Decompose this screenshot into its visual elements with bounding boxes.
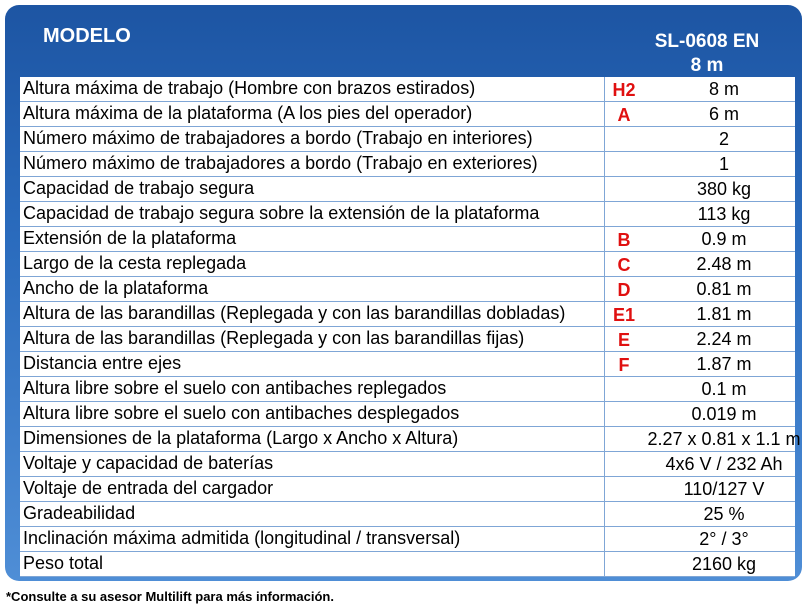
diagram-letter: B — [617, 230, 631, 250]
row-label: Ancho de la plataforma — [23, 278, 209, 298]
diagram-letter: E — [617, 330, 630, 350]
table-row: Inclinación máxima admitida (longitudina… — [20, 527, 795, 552]
value-cell — [604, 527, 796, 551]
diagram-letter: E1 — [612, 305, 636, 325]
model-label: MODELO — [43, 25, 131, 47]
value-cell — [604, 352, 796, 376]
row-value: 2° / 3° — [699, 529, 749, 549]
row-value: 2.27 x 0.81 x 1.1 m — [647, 429, 801, 449]
row-value: 0.1 m — [701, 379, 747, 399]
row-value: 25 % — [703, 504, 745, 524]
row-value: 0.9 m — [701, 229, 747, 249]
row-label: Número máximo de trabajadores a bordo (T… — [23, 128, 533, 148]
row-label: Capacidad de trabajo segura sobre la ext… — [23, 203, 540, 223]
row-value: 2 — [718, 129, 729, 149]
diagram-letter: A — [617, 105, 631, 125]
table-row: Extensión de la plataforma B 0.9 m — [20, 227, 795, 252]
row-value: 1.87 m — [696, 354, 752, 374]
row-label: Inclinación máxima admitida (longitudina… — [23, 528, 461, 548]
diagram-letter: C — [617, 255, 631, 275]
table-row: Voltaje y capacidad de baterías 4x6 V / 2… — [20, 452, 795, 477]
table-row: Altura máxima de la plataforma (A los pi… — [20, 102, 795, 127]
table-row: Largo de la cesta replegada C 2.48 m — [20, 252, 795, 277]
value-cell — [604, 252, 796, 276]
value-cell — [604, 327, 796, 351]
table-row: Distancia entre ejes F 1.87 m — [20, 352, 795, 377]
value-cell — [604, 127, 796, 151]
row-value: 1 — [718, 154, 729, 174]
value-cell — [604, 477, 796, 501]
value-cell — [604, 427, 796, 451]
value-cell — [604, 152, 796, 176]
table-row: Altura libre sobre el suelo con antibach… — [20, 377, 795, 402]
row-label: Altura máxima de trabajo (Hombre con bra… — [23, 78, 476, 98]
table-row: Altura libre sobre el suelo con antibach… — [20, 402, 795, 427]
row-label: Altura libre sobre el suelo con antibach… — [23, 378, 447, 398]
row-label: Extensión de la plataforma — [23, 228, 237, 248]
row-value: 2.48 m — [696, 254, 752, 274]
table-row: Altura máxima de trabajo (Hombre con bra… — [20, 77, 795, 102]
value-cell — [604, 402, 796, 426]
value-cell — [604, 202, 796, 226]
row-value: 4x6 V / 232 Ah — [665, 454, 783, 474]
value-cell — [604, 552, 796, 576]
value-cell — [604, 277, 796, 301]
row-label: Dimensiones de la plataforma (Largo x An… — [23, 428, 459, 448]
model-height: 8 m — [690, 55, 724, 76]
row-label: Altura de las barandillas (Replegada y c… — [23, 303, 566, 323]
row-value: 8 m — [708, 79, 739, 99]
row-value: 6 m — [708, 104, 739, 124]
diagram-letter: D — [617, 280, 631, 300]
row-label: Altura libre sobre el suelo con antibach… — [23, 403, 460, 423]
table-row: Capacidad de trabajo segura 380 kg — [20, 177, 795, 202]
table-row: Ancho de la plataforma D 0.81 m — [20, 277, 795, 302]
row-label: Altura máxima de la plataforma (A los pi… — [23, 103, 473, 123]
value-cell — [604, 227, 796, 251]
value-cell — [604, 102, 796, 126]
row-label: Largo de la cesta replegada — [23, 253, 247, 273]
row-label: Peso total — [23, 553, 104, 573]
row-label: Número máximo de trabajadores a bordo (T… — [23, 153, 538, 173]
table-row: Capacidad de trabajo segura sobre la ext… — [20, 202, 795, 227]
table-row: Número máximo de trabajadores a bordo (T… — [20, 127, 795, 152]
footnote: *Consulte a su asesor Multilift para más… — [6, 589, 334, 604]
table-row: Número máximo de trabajadores a bordo (T… — [20, 152, 795, 177]
row-value: 2160 kg — [691, 554, 757, 574]
row-value: 0.019 m — [691, 404, 757, 424]
table-row: Altura de las barandillas (Replegada y c… — [20, 302, 795, 327]
row-label: Voltaje y capacidad de baterías — [23, 453, 274, 473]
table-row: Altura de las barandillas (Replegada y c… — [20, 327, 795, 352]
value-cell — [604, 77, 796, 101]
model-name: SL-0608 EN — [654, 31, 760, 52]
row-value: 113 kg — [697, 204, 751, 224]
value-cell — [604, 302, 796, 326]
row-value: 380 kg — [696, 179, 752, 199]
diagram-letter: H2 — [612, 80, 636, 100]
row-value: 1.81 m — [696, 304, 752, 324]
row-value: 0.81 m — [696, 279, 752, 299]
value-cell — [604, 377, 796, 401]
table-row: Gradeabilidad 25 % — [20, 502, 795, 527]
value-cell — [604, 177, 796, 201]
value-cell — [604, 502, 796, 526]
row-value: 2.24 m — [696, 329, 752, 349]
diagram-letter: F — [618, 355, 630, 375]
table-row: Dimensiones de la plataforma (Largo x An… — [20, 427, 801, 452]
row-label: Voltaje de entrada del cargador — [23, 478, 274, 498]
spec-table: MODELO SL-0608 EN 8 m Altura máxima de t… — [5, 5, 802, 581]
row-value: 110/127 V — [683, 479, 765, 499]
row-label: Capacidad de trabajo segura — [23, 178, 255, 198]
row-label: Distancia entre ejes — [23, 353, 182, 373]
row-label: Gradeabilidad — [23, 503, 136, 523]
table-row: Voltaje de entrada del cargador 110/127 V — [20, 477, 795, 502]
value-cell — [604, 452, 796, 476]
table-row: Peso total 2160 kg — [20, 552, 795, 577]
row-label: Altura de las barandillas (Replegada y c… — [23, 328, 525, 348]
